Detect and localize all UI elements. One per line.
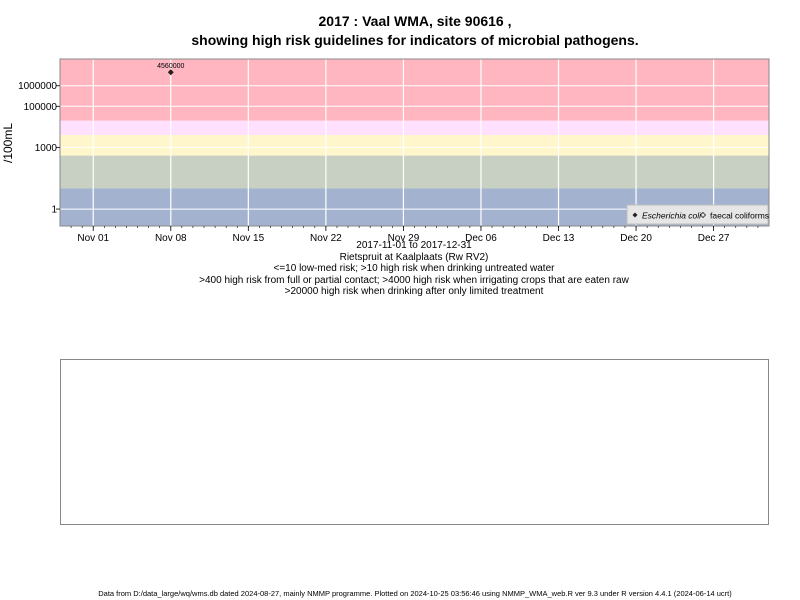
x-axis: Nov 01 Nov 08 Nov 15 Nov 22 Nov 29 Dec 06 Dec …	[70, 226, 759, 244]
legend-ecoli-marker	[632, 212, 638, 218]
risk-band-1	[60, 155, 769, 189]
data-points: 4560000	[157, 63, 185, 76]
risk-bands	[60, 59, 769, 226]
data-label-s0-p0: 4560000	[157, 63, 184, 70]
x-tick-label-4: Nov 29	[388, 233, 420, 244]
legend-box	[626, 204, 769, 225]
x-tick-label-2: Nov 15	[232, 233, 264, 244]
y-axis-label: /100mL	[1, 123, 15, 163]
x-tick-label-8: Dec 27	[698, 233, 730, 244]
chart-title: 2017 : Vaal WMA, site 90616 , showing hi…	[0, 12, 800, 50]
x-tick-label-0: Nov 01	[77, 233, 109, 244]
risk-band-4	[60, 59, 769, 121]
data-point-s0-p0	[167, 69, 174, 76]
y-tick-label-3: 1000000	[18, 81, 57, 92]
x-tick-label-3: Nov 22	[310, 233, 342, 244]
legend: Escherichia coli faecal coliforms	[626, 204, 769, 225]
grid-lines	[60, 59, 769, 226]
chart-title-line1: 2017 : Vaal WMA, site 90616 ,	[318, 13, 512, 29]
x-tick-label-7: Dec 20	[620, 233, 652, 244]
footer-note: Data from D:/data_large/wq/wms.db dated …	[98, 589, 732, 598]
empty-plot-panel	[60, 359, 769, 525]
caption-risk-line2: >400 high risk from full or partial cont…	[199, 274, 629, 286]
caption-risk-line3: >20000 high risk when drinking after onl…	[284, 286, 544, 297]
x-tick-label-6: Dec 13	[543, 233, 575, 244]
y-tick-label-2: 100000	[24, 102, 58, 113]
y-tick-label-1: 1000	[35, 143, 58, 154]
risk-band-3	[60, 120, 769, 136]
chart-caption: 2017-11-01 to 2017-12-31 Rietspruit at K…	[0, 240, 800, 298]
legend-faecal-label: faecal coliforms	[710, 211, 769, 221]
caption-date-range: 2017-11-01 to 2017-12-31	[356, 240, 472, 251]
y-axis: 1 1000 100000 1000000	[18, 81, 60, 216]
x-tick-label-1: Nov 08	[155, 233, 187, 244]
chart-title-line2: showing high risk guidelines for indicat…	[191, 32, 639, 48]
x-tick-label-5: Dec 06	[465, 233, 497, 244]
risk-band-2	[60, 135, 769, 156]
legend-faecal-marker	[699, 211, 707, 219]
legend-ecoli-label: Escherichia coli	[642, 211, 702, 221]
caption-risk-line1: <=10 low-med risk; >10 high risk when dr…	[273, 263, 555, 274]
y-tick-label-0: 1	[51, 205, 57, 216]
caption-site-name: Rietspruit at Kaalplaats (Rw RV2)	[339, 251, 489, 263]
